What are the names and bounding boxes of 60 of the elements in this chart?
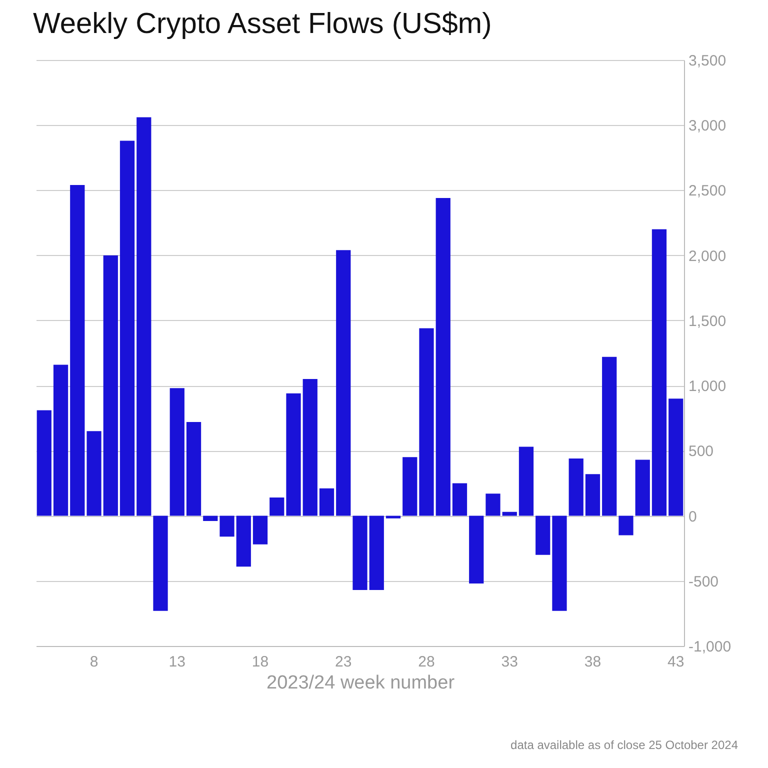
x-tick-label: 23 — [335, 654, 352, 670]
bar — [252, 516, 268, 544]
y-tick-label: 3,000 — [688, 118, 726, 135]
bar — [153, 516, 168, 611]
bar — [585, 474, 600, 516]
bar — [386, 516, 401, 518]
bar — [136, 117, 152, 516]
bar — [170, 388, 184, 516]
bar — [618, 516, 634, 536]
y-tick-label: 2,500 — [688, 182, 726, 200]
x-tick-label: 28 — [418, 654, 435, 670]
bar — [668, 398, 684, 516]
bar — [186, 422, 202, 516]
bar — [120, 140, 135, 516]
y-tick-label: 1,500 — [688, 312, 726, 330]
bar — [502, 512, 517, 516]
bar — [552, 516, 567, 611]
y-tick-label: -500 — [688, 573, 719, 590]
bar — [486, 494, 500, 516]
bar — [602, 356, 617, 516]
bar — [352, 516, 368, 590]
x-tick-label: 13 — [168, 654, 186, 670]
bar — [369, 516, 384, 590]
bar — [518, 446, 534, 516]
bar — [652, 229, 667, 516]
bar — [103, 255, 118, 516]
y-tick-label: -1,000 — [688, 638, 732, 656]
bar — [402, 457, 418, 516]
y-tick-label: 3,500 — [688, 52, 726, 70]
y-tick-label: 500 — [688, 443, 714, 460]
bar — [452, 483, 468, 516]
bar — [286, 393, 301, 516]
bar — [635, 460, 650, 516]
bar — [220, 516, 234, 537]
y-tick-label: 2,000 — [688, 248, 726, 265]
bar — [203, 516, 218, 521]
x-tick-label: 43 — [668, 654, 684, 670]
x-tick-label: 8 — [90, 654, 98, 670]
bar — [319, 488, 334, 516]
bar — [436, 198, 450, 516]
bar — [469, 516, 484, 584]
bar — [53, 364, 68, 516]
y-tick-label: 1,000 — [688, 378, 726, 396]
bar — [536, 516, 550, 555]
bar — [270, 498, 284, 516]
x-tick-label: 38 — [584, 654, 602, 670]
y-tick-label: 0 — [688, 508, 697, 526]
bar — [302, 379, 318, 516]
bar — [70, 185, 85, 516]
x-tick-label: 18 — [252, 654, 269, 670]
bar — [336, 250, 351, 516]
bar — [86, 431, 102, 516]
chart-title: Weekly Crypto Asset Flows (US$m) — [33, 8, 492, 40]
x-axis-title: 2023/24 week number — [266, 672, 456, 694]
bar — [36, 410, 52, 516]
x-tick-label: 33 — [501, 654, 518, 670]
bar — [568, 458, 584, 516]
bar — [419, 328, 434, 516]
bar — [236, 516, 251, 567]
text: data available as of close 25 October 2024 — [510, 738, 738, 752]
